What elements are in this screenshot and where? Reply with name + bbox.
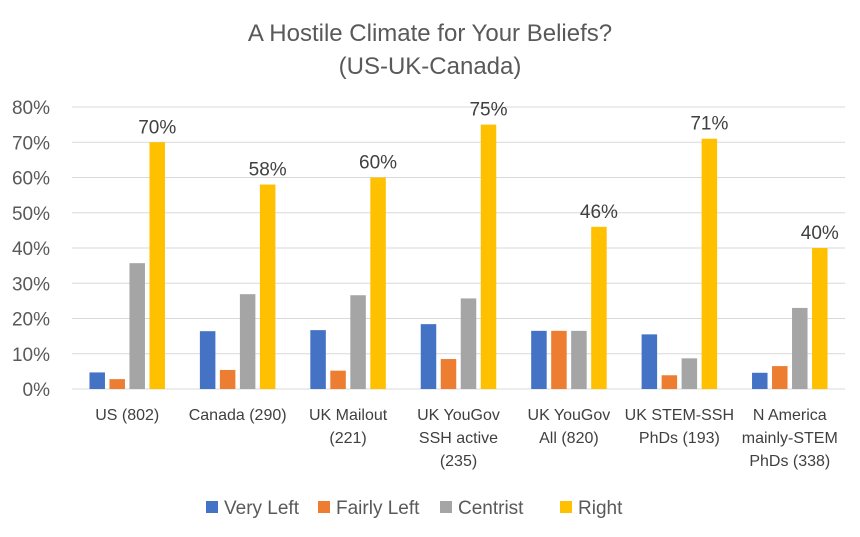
x-tick-label: (221): [329, 430, 366, 447]
bar-right: [149, 142, 165, 389]
bar-centrist: [792, 307, 808, 389]
legend-label: Centrist: [458, 498, 524, 519]
legend-swatch: [440, 501, 452, 513]
x-tick-label: PhDs (338): [749, 453, 830, 470]
bar-fairly-left: [330, 370, 346, 389]
data-label: 58%: [249, 160, 287, 181]
bar-centrist: [460, 298, 477, 389]
data-label: 75%: [469, 100, 507, 121]
bar-fairly-left: [661, 375, 678, 389]
bar-right: [701, 138, 718, 389]
legend-label: Very Left: [224, 498, 300, 519]
bar-very-left: [752, 372, 768, 389]
x-tick-label: mainly-STEM: [742, 430, 838, 447]
bar-centrist: [571, 330, 587, 389]
y-tick-label: 70%: [12, 133, 50, 154]
bar-very-left: [420, 324, 437, 389]
y-tick-label: 60%: [12, 169, 50, 190]
data-label: 71%: [690, 114, 728, 135]
legend-swatch: [560, 501, 572, 513]
bar-fairly-left: [551, 330, 567, 389]
legend-swatch: [318, 501, 330, 513]
data-label: 60%: [359, 153, 397, 174]
bar-fairly-left: [772, 366, 788, 389]
y-tick-label: 20%: [12, 310, 50, 331]
bar-centrist: [681, 358, 698, 389]
y-tick-label: 30%: [12, 274, 50, 295]
y-tick-label: 40%: [12, 239, 50, 260]
x-tick-label: UK STEM-SSH: [625, 407, 734, 424]
y-tick-label: 50%: [12, 204, 50, 225]
legend-label: Fairly Left: [336, 498, 420, 519]
x-tick-label: (235): [440, 453, 477, 470]
bar-fairly-left: [440, 359, 457, 389]
bar-fairly-left: [219, 369, 236, 389]
bar-very-left: [310, 330, 326, 389]
x-tick-label: PhDs (193): [639, 430, 720, 447]
bar-very-left: [641, 334, 658, 389]
chart-subtitle: (US-UK-Canada): [339, 53, 522, 80]
y-tick-label: 0%: [23, 380, 51, 401]
data-label: 46%: [580, 202, 618, 223]
bar-fairly-left: [109, 379, 125, 389]
bar-right: [370, 177, 386, 389]
bar-right: [480, 124, 497, 389]
bar-right: [812, 248, 828, 389]
chart-title: A Hostile Climate for Your Beliefs?: [248, 20, 612, 47]
bar-very-left: [89, 372, 105, 389]
bar-very-left: [199, 331, 216, 389]
y-tick-label: 10%: [12, 345, 50, 366]
x-tick-label: UK YouGov: [528, 407, 611, 424]
x-tick-label: SSH active: [419, 430, 498, 447]
bar-right: [259, 184, 276, 389]
x-tick-label: Canada (290): [189, 407, 287, 424]
x-tick-label: UK YouGov: [417, 407, 500, 424]
legend-swatch: [206, 501, 218, 513]
data-label: 70%: [138, 117, 176, 138]
bar-right: [591, 226, 607, 389]
x-tick-label: US (802): [95, 407, 159, 424]
x-tick-label: All (820): [539, 430, 599, 447]
data-label: 40%: [801, 223, 839, 244]
y-tick-label: 80%: [12, 98, 50, 119]
bar-centrist: [239, 294, 256, 389]
bar-centrist: [350, 295, 366, 389]
bar-very-left: [531, 330, 547, 389]
x-tick-label: N America: [753, 407, 827, 424]
legend-label: Right: [578, 498, 623, 519]
x-tick-label: UK Mailout: [309, 407, 388, 424]
bar-centrist: [129, 263, 145, 389]
